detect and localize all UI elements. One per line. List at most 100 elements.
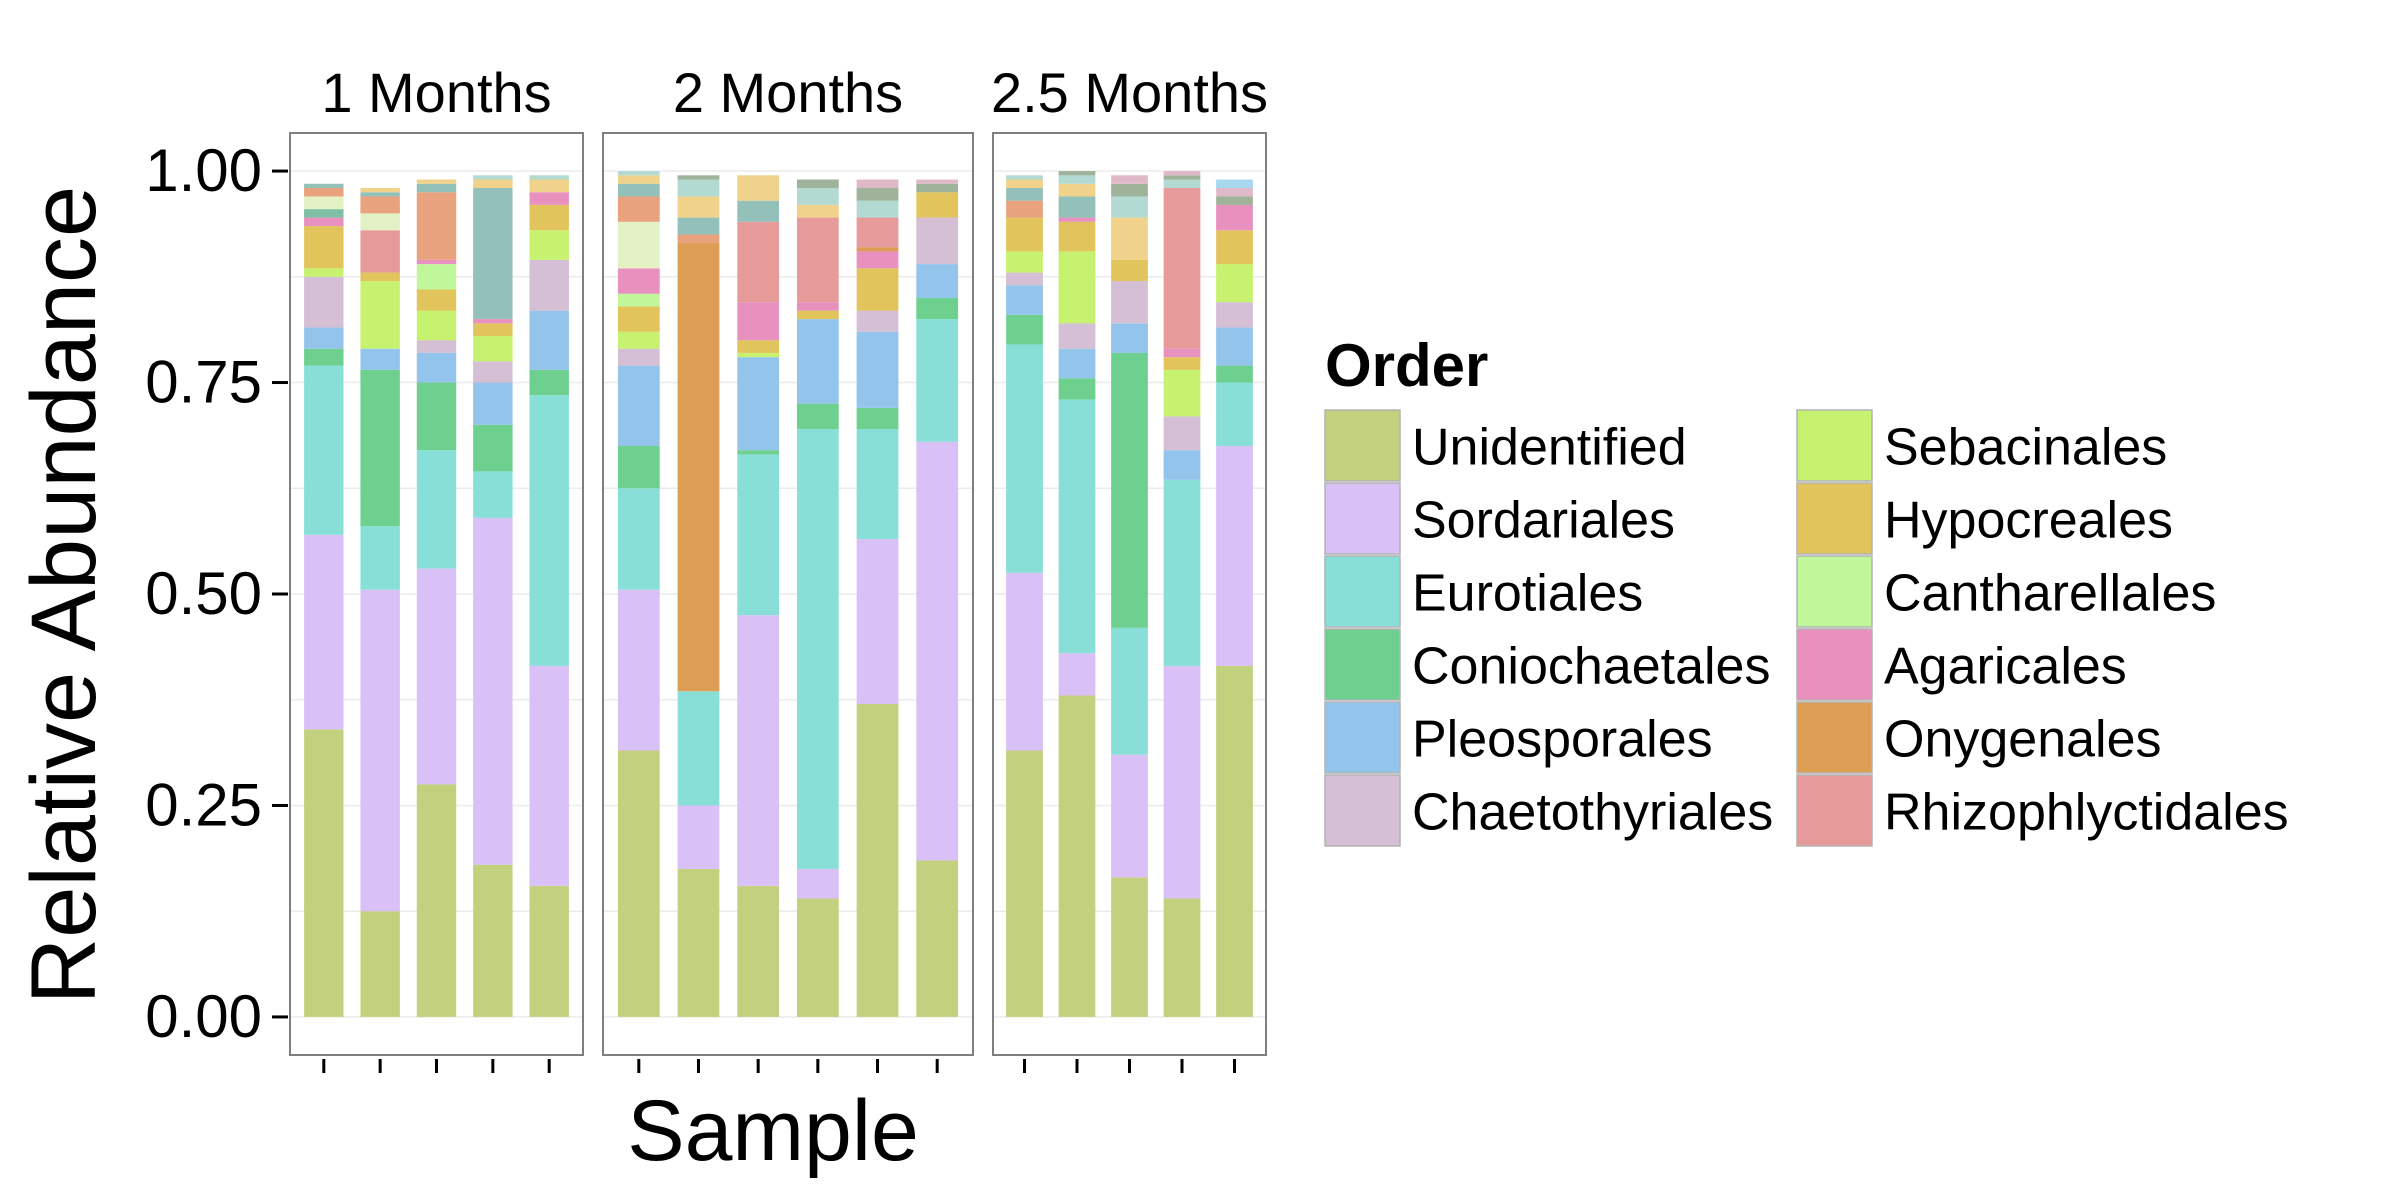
bar-segment-other [856, 179, 899, 188]
bar-segment-other [737, 175, 780, 201]
bar-segment-agaricales [304, 217, 344, 227]
bar-segment-eurotiales [617, 488, 660, 590]
bar-segment-pleosporales [737, 357, 780, 451]
legend-label: Chaetothyriales [1412, 784, 1773, 842]
bar-segment-onygenales [856, 247, 899, 252]
legend-label: Coniochaetales [1412, 638, 1770, 696]
legend-label: Eurotiales [1412, 565, 1643, 623]
bar-segment-unidentified [916, 860, 959, 1017]
bar-segment-sordariales [737, 615, 780, 886]
bar-segment-eurotiales [856, 429, 899, 540]
bar-segment-onygenales [677, 242, 720, 692]
bar-segment-other [856, 187, 899, 201]
bar-segment-other [916, 183, 959, 193]
bar-segment-chaetothyriales [1006, 272, 1043, 286]
bar-segment-pleosporales [1006, 285, 1043, 315]
bar-segment-eurotiales [1058, 399, 1096, 654]
bar-segment-other [304, 209, 344, 218]
legend-key [1324, 409, 1401, 482]
bar-segment-coniochaetales [416, 382, 457, 451]
bar-segment-hypocreales [473, 323, 513, 337]
bar-segment-unidentified [360, 911, 400, 1017]
bar-segment-other [617, 221, 660, 269]
bar-segment-eurotiales [1006, 344, 1043, 573]
bar-segment-pleosporales [1058, 348, 1096, 379]
bar-segment-eurotiales [677, 691, 720, 806]
bar-segment-sordariales [1058, 653, 1096, 696]
bar-segment-other [1111, 217, 1148, 260]
bar-segment-pleosporales [304, 327, 344, 349]
bar-segment-other [304, 196, 344, 210]
bar-segment-agaricales [416, 259, 457, 265]
bar-segment-other [473, 175, 513, 180]
bar-segment-coniochaetales [737, 450, 780, 455]
legend-label: Sordariales [1412, 492, 1675, 550]
bar-segment-coniochaetales [1111, 352, 1148, 628]
stacked-bar [916, 179, 959, 1017]
bar-segment-coniochaetales [916, 297, 959, 320]
bar-segment-unidentified [473, 864, 513, 1017]
bar-segment-pleosporales [360, 348, 400, 370]
bar-segment-hypocreales [1058, 221, 1096, 252]
bar-segment-hypocreales [416, 289, 457, 311]
bar-segment-hypocreales [1163, 357, 1201, 370]
bar-segment-eurotiales [1163, 479, 1201, 666]
legend-item: Agaricales [1796, 628, 2127, 701]
bar-segment-chaetothyriales [1163, 416, 1201, 451]
bar-segment-cantharellales [416, 264, 457, 290]
bar-segment-hypocreales [360, 272, 400, 282]
bar-segment-sordariales [304, 534, 344, 730]
bar-segment-agaricales [473, 319, 513, 324]
bar-segment-hypocreales [529, 204, 569, 231]
bar-segment-eurotiales [416, 450, 457, 569]
bar-segment-sordariales [916, 441, 959, 861]
facet-strip-label: 2.5 Months [991, 61, 1268, 124]
bar-segment-hypocreales [1111, 259, 1148, 282]
bar-segment-chaetothyriales [617, 348, 660, 366]
bar-segment-pleosporales [617, 365, 660, 446]
legend-key [1796, 555, 1873, 628]
legend-item: Rhizophlyctidales [1796, 774, 2289, 847]
bar-segment-chaetothyriales [1111, 281, 1148, 324]
legend-item: Coniochaetales [1324, 628, 1770, 701]
bar-segment-other [1111, 183, 1148, 197]
legend-key [1324, 701, 1401, 774]
bar-segment-unidentified [737, 885, 780, 1017]
bar-segment-other [796, 179, 839, 188]
bar-segment-rhizophlyctidales [360, 230, 400, 273]
stacked-bar [304, 183, 344, 1017]
bar-segment-hypocreales [856, 268, 899, 311]
stacked-bar [737, 175, 780, 1017]
legend-key [1324, 482, 1401, 555]
bar-segment-other [1058, 175, 1096, 184]
bar-segment-other [796, 204, 839, 218]
bar-segment-unidentified [1111, 877, 1148, 1017]
legend-key [1796, 774, 1873, 847]
facet-panel: 1 Months [289, 61, 584, 1073]
facet-panel: 2 Months [602, 61, 974, 1073]
legend-item: Eurotiales [1324, 555, 1643, 628]
bar-segment-agaricales [1058, 217, 1096, 222]
bar-segment-coniochaetales [473, 424, 513, 472]
y-tick-label: 0.75 [145, 349, 262, 416]
legend-item: Pleosporales [1324, 701, 1713, 774]
bar-segment-eurotiales [529, 395, 569, 666]
bar-segment-chaetothyriales [1058, 323, 1096, 349]
bar-segment-agaricales [1216, 204, 1253, 231]
legend-key [1796, 628, 1873, 701]
bar-segment-pleosporales [1216, 327, 1253, 366]
bar-segment-other [1163, 179, 1201, 188]
bar-segment-agaricales [737, 302, 780, 341]
bar-segment-other [1216, 179, 1253, 188]
stacked-bar [1006, 175, 1043, 1017]
bar-segment-other [416, 192, 457, 260]
bar-segment-other [1006, 179, 1043, 188]
bar-segment-sebacinales [416, 310, 457, 341]
bar-segment-other [916, 179, 959, 184]
legend-item: Sordariales [1324, 482, 1675, 555]
bar-segment-agaricales [1163, 348, 1201, 358]
legend-key [1796, 409, 1873, 482]
bar-segment-coniochaetales [1216, 365, 1253, 383]
bar-segment-other [1111, 196, 1148, 218]
